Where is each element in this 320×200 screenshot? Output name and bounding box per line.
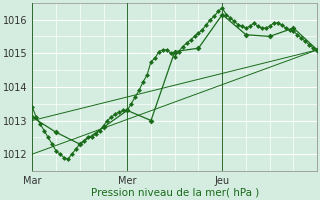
X-axis label: Pression niveau de la mer( hPa ): Pression niveau de la mer( hPa ) bbox=[91, 187, 259, 197]
